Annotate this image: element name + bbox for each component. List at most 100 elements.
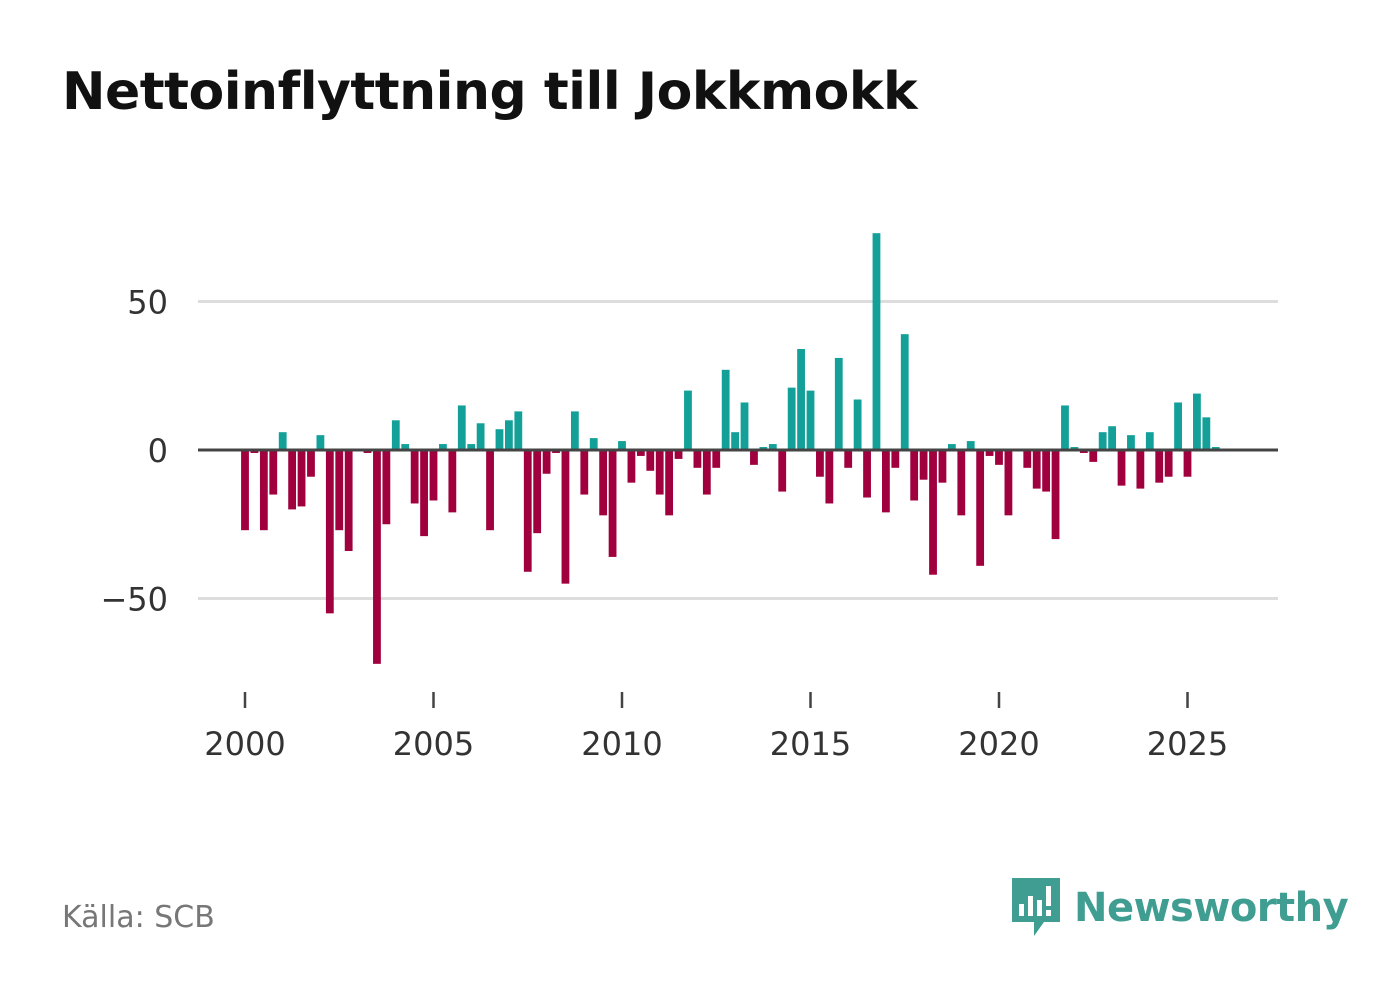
- bar-negative: [1136, 450, 1145, 489]
- y-tick-label: 0: [148, 432, 168, 470]
- bar-negative: [429, 450, 438, 501]
- y-tick-label: −50: [100, 581, 168, 619]
- x-tick-label: 2005: [393, 725, 474, 763]
- x-tick-label: 2000: [204, 725, 285, 763]
- bar-negative: [844, 450, 853, 468]
- newsworthy-logo: Newsworthy: [1010, 876, 1349, 940]
- bar-negative: [636, 450, 645, 456]
- bar-negative: [599, 450, 608, 516]
- y-tick-label: 50: [127, 284, 168, 322]
- y-axis-ticks: 50 0 −50: [100, 284, 168, 619]
- bar-negative: [325, 450, 334, 614]
- bar-positive: [495, 429, 504, 450]
- bar-positive: [467, 444, 476, 450]
- bar-negative: [778, 450, 787, 492]
- bar-negative: [882, 450, 890, 513]
- x-tick-label: 2015: [770, 725, 851, 763]
- bar-negative: [542, 450, 551, 474]
- chart-title: Nettoinflyttning till Jokkmokk: [62, 62, 918, 122]
- bar-negative: [693, 450, 702, 468]
- bar-positive: [401, 444, 410, 450]
- bar-positive: [853, 399, 862, 450]
- bar-positive: [618, 441, 626, 450]
- bar-negative: [523, 450, 532, 572]
- bar-negative: [825, 450, 834, 504]
- bar-negative: [344, 450, 353, 551]
- bar-positive: [768, 444, 777, 450]
- x-tick-label: 2010: [581, 725, 662, 763]
- bar-positive: [900, 334, 909, 450]
- bar-positive: [731, 432, 739, 450]
- bar-negative: [561, 450, 570, 584]
- x-axis-ticks: 2000 2005 2010 2015 2020 2025: [204, 692, 1228, 763]
- bar-positive: [1145, 432, 1154, 450]
- bar-positive: [316, 435, 325, 450]
- bar-negative: [608, 450, 617, 557]
- bar-negative: [646, 450, 655, 471]
- bar-negative: [1089, 450, 1098, 462]
- bar-positive: [1108, 426, 1116, 450]
- bar-positive: [1174, 402, 1182, 450]
- bar-negative: [533, 450, 542, 534]
- bar-positive: [514, 411, 523, 450]
- bar-negative: [1004, 450, 1013, 516]
- bar-negative: [655, 450, 664, 495]
- bar-negative: [1117, 450, 1126, 486]
- bar-negative: [580, 450, 589, 495]
- x-tick-label: 2025: [1147, 725, 1228, 763]
- bar-negative: [750, 450, 758, 465]
- bar-negative: [420, 450, 428, 537]
- bar-positive: [1098, 432, 1107, 450]
- bar-negative: [297, 450, 306, 507]
- bar-positive: [476, 423, 485, 450]
- x-tick-label: 2020: [958, 725, 1039, 763]
- bar-positive: [721, 369, 730, 450]
- bar-positive: [589, 438, 598, 450]
- bar-positive: [797, 349, 805, 450]
- bar-negative: [259, 450, 268, 531]
- bar-negative: [241, 450, 249, 531]
- bar-positive: [457, 405, 466, 450]
- brand-name: Newsworthy: [1074, 885, 1349, 931]
- bar-negative: [627, 450, 636, 483]
- bar-negative: [335, 450, 344, 531]
- bar-negative: [938, 450, 947, 483]
- bar-negative: [712, 450, 721, 468]
- bar-negative: [863, 450, 871, 498]
- bar-negative: [1155, 450, 1164, 483]
- bar-negative: [1042, 450, 1051, 492]
- bar-negative: [307, 450, 315, 477]
- bar-negative: [1183, 450, 1192, 477]
- bar-negative: [891, 450, 900, 468]
- source-note: Källa: SCB: [62, 900, 215, 935]
- bars: [241, 233, 1220, 664]
- bar-positive: [834, 357, 843, 450]
- bar-positive: [806, 390, 815, 450]
- bar-negative: [373, 450, 381, 664]
- bar-negative: [702, 450, 711, 495]
- bar-negative: [957, 450, 966, 516]
- bar-negative: [448, 450, 457, 513]
- bar-negative: [269, 450, 278, 495]
- bar-positive: [872, 233, 881, 450]
- bar-positive: [787, 387, 796, 450]
- bar-positive: [1193, 393, 1201, 450]
- bar-negative: [919, 450, 928, 480]
- bar-negative: [1032, 450, 1041, 489]
- bar-negative: [665, 450, 674, 516]
- bar-negative: [816, 450, 824, 477]
- bar-negative: [1051, 450, 1060, 540]
- bar-positive: [740, 402, 749, 450]
- bar-negative: [985, 450, 994, 456]
- newsworthy-icon: [1012, 878, 1060, 936]
- bar-negative: [382, 450, 391, 525]
- bar-positive: [1127, 435, 1135, 450]
- bar-negative: [288, 450, 297, 510]
- bar-negative: [486, 450, 494, 531]
- bar-positive: [1202, 417, 1211, 450]
- bar-negative: [929, 450, 937, 575]
- bar-negative: [910, 450, 919, 501]
- bar-negative: [995, 450, 1003, 465]
- bar-positive: [278, 432, 287, 450]
